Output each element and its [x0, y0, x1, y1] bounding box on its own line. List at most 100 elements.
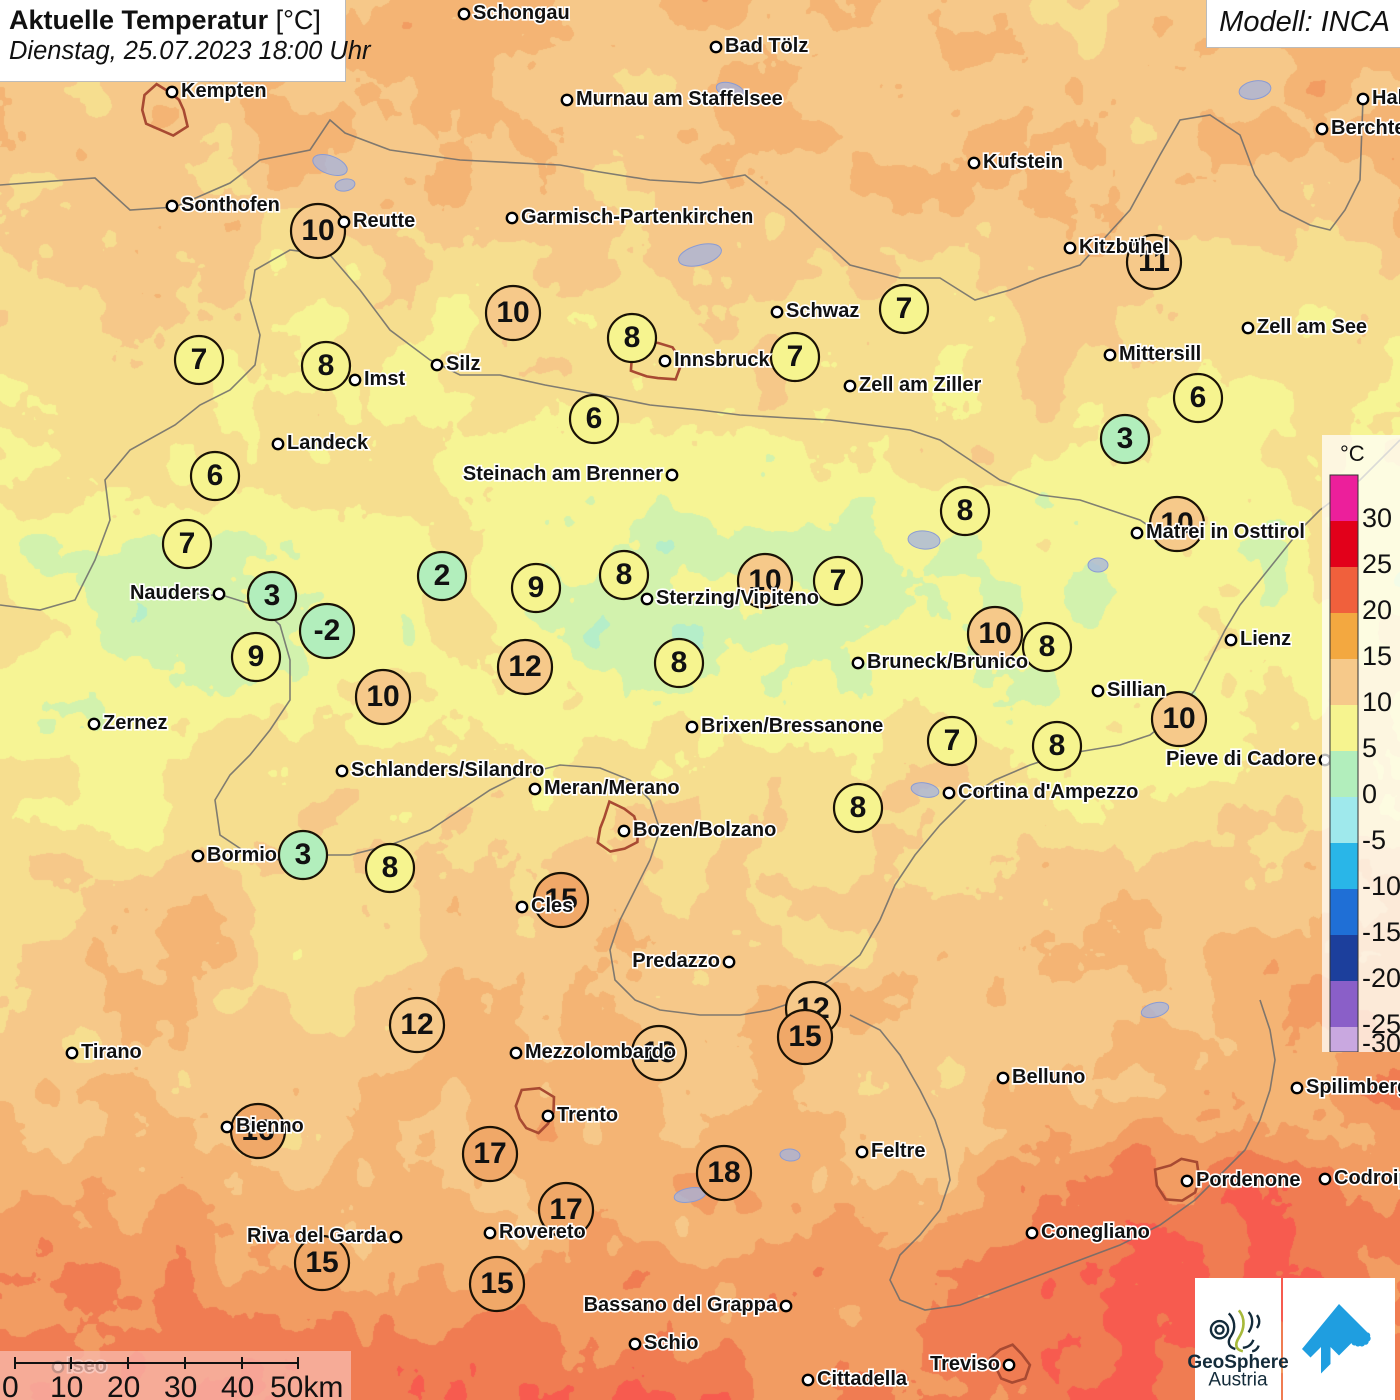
svg-text:3: 3	[295, 838, 312, 871]
svg-text:Schio: Schio	[644, 1332, 698, 1354]
svg-text:6: 6	[1190, 381, 1207, 414]
svg-text:Sillian: Sillian	[1107, 679, 1166, 701]
svg-text:Zell am Ziller: Zell am Ziller	[859, 374, 981, 396]
svg-text:17: 17	[473, 1137, 506, 1170]
svg-text:30: 30	[1362, 503, 1392, 533]
svg-text:7: 7	[944, 724, 961, 757]
svg-text:Murnau am Staffelsee: Murnau am Staffelsee	[576, 88, 783, 110]
svg-text:8: 8	[616, 558, 633, 591]
svg-text:Cittadella: Cittadella	[817, 1368, 908, 1390]
svg-text:10: 10	[496, 296, 529, 329]
svg-text:Brixen/Bressanone: Brixen/Bressanone	[701, 715, 883, 737]
svg-text:Bormio: Bormio	[207, 844, 277, 866]
svg-text:8: 8	[1039, 630, 1056, 663]
svg-text:Garmisch-Partenkirchen: Garmisch-Partenkirchen	[521, 206, 753, 228]
svg-text:Lienz: Lienz	[1240, 628, 1291, 650]
svg-text:Zell am See: Zell am See	[1257, 316, 1367, 338]
svg-text:8: 8	[1049, 729, 1066, 762]
svg-text:Schwaz: Schwaz	[786, 300, 859, 322]
svg-text:Kitzbühel: Kitzbühel	[1079, 236, 1169, 258]
svg-text:Matrei in Osttirol: Matrei in Osttirol	[1146, 521, 1305, 543]
svg-text:10: 10	[978, 617, 1011, 650]
svg-text:Nauders: Nauders	[130, 582, 210, 604]
svg-text:7: 7	[896, 292, 913, 325]
svg-text:Tirano: Tirano	[81, 1041, 142, 1063]
svg-text:8: 8	[957, 494, 974, 527]
svg-text:15: 15	[305, 1246, 338, 1279]
svg-text:Hallein: Hallein	[1372, 87, 1400, 109]
svg-text:-15: -15	[1362, 917, 1400, 947]
svg-text:9: 9	[528, 571, 545, 604]
svg-text:7: 7	[787, 340, 804, 373]
svg-text:0: 0	[1362, 779, 1377, 809]
svg-text:Cortina d'Ampezzo: Cortina d'Ampezzo	[958, 781, 1138, 803]
svg-text:Bad Tölz: Bad Tölz	[725, 35, 808, 57]
svg-text:Treviso: Treviso	[930, 1353, 1000, 1375]
svg-text:10: 10	[1362, 687, 1392, 717]
svg-text:Riva del Garda: Riva del Garda	[247, 1225, 388, 1247]
svg-text:7: 7	[191, 343, 208, 376]
svg-text:Conegliano: Conegliano	[1041, 1221, 1150, 1243]
svg-text:15: 15	[480, 1267, 513, 1300]
svg-text:30: 30	[164, 1371, 197, 1400]
svg-text:Bruneck/Brunico: Bruneck/Brunico	[867, 651, 1028, 673]
svg-text:Cles: Cles	[531, 895, 573, 917]
svg-text:20: 20	[107, 1371, 140, 1400]
svg-text:-30: -30	[1362, 1028, 1400, 1052]
svg-text:Sterzing/Vipiteno: Sterzing/Vipiteno	[656, 587, 819, 609]
svg-text:Predazzo: Predazzo	[632, 950, 720, 972]
svg-text:Meran/Merano: Meran/Merano	[544, 777, 680, 799]
svg-text:Landeck: Landeck	[287, 432, 369, 454]
svg-text:Mezzolombardo: Mezzolombardo	[525, 1041, 676, 1063]
svg-text:-2: -2	[314, 614, 341, 647]
svg-text:Schlanders/Silandro: Schlanders/Silandro	[351, 759, 544, 781]
svg-text:50km: 50km	[270, 1371, 343, 1400]
svg-text:10: 10	[50, 1371, 83, 1400]
svg-text:8: 8	[318, 349, 335, 382]
svg-text:Rovereto: Rovereto	[499, 1221, 586, 1243]
svg-text:10: 10	[1162, 702, 1195, 735]
svg-text:-20: -20	[1362, 963, 1400, 993]
svg-text:25: 25	[1362, 549, 1392, 579]
svg-text:Imst: Imst	[364, 368, 405, 390]
svg-text:2: 2	[434, 559, 451, 592]
svg-text:6: 6	[586, 402, 603, 435]
svg-text:Sonthofen: Sonthofen	[181, 194, 280, 216]
svg-text:Trento: Trento	[557, 1104, 618, 1126]
svg-text:10: 10	[366, 680, 399, 713]
svg-text:0: 0	[2, 1371, 19, 1400]
svg-text:5: 5	[1362, 733, 1377, 763]
svg-text:Pieve di Cadore: Pieve di Cadore	[1166, 748, 1316, 770]
svg-text:Innsbruck: Innsbruck	[674, 349, 770, 371]
svg-text:-10: -10	[1362, 871, 1400, 901]
svg-text:12: 12	[400, 1008, 433, 1041]
svg-text:15: 15	[788, 1020, 821, 1053]
svg-text:Berchtesgaden: Berchtesgaden	[1331, 117, 1400, 139]
svg-text:Bienno: Bienno	[236, 1115, 304, 1137]
svg-text:Bozen/Bolzano: Bozen/Bolzano	[633, 819, 776, 841]
svg-text:Pordenone: Pordenone	[1196, 1169, 1300, 1191]
svg-text:40: 40	[221, 1371, 254, 1400]
svg-text:8: 8	[850, 791, 867, 824]
svg-text:Zernez: Zernez	[103, 712, 167, 734]
svg-text:7: 7	[179, 527, 196, 560]
svg-text:Reutte: Reutte	[353, 210, 415, 232]
svg-text:Bassano del Grappa: Bassano del Grappa	[584, 1294, 778, 1316]
svg-text:Kufstein: Kufstein	[983, 151, 1063, 173]
svg-text:10: 10	[301, 214, 334, 247]
svg-text:6: 6	[207, 459, 224, 492]
svg-text:18: 18	[707, 1156, 740, 1189]
svg-text:-5: -5	[1362, 825, 1386, 855]
svg-text:Feltre: Feltre	[871, 1140, 925, 1162]
svg-text:15: 15	[1362, 641, 1392, 671]
svg-text:Mittersill: Mittersill	[1119, 343, 1201, 365]
svg-text:Kempten: Kempten	[181, 80, 267, 102]
svg-text:8: 8	[624, 321, 641, 354]
svg-text:Belluno: Belluno	[1012, 1066, 1085, 1088]
svg-text:7: 7	[830, 564, 847, 597]
svg-text:Spilimbergo: Spilimbergo	[1306, 1076, 1400, 1098]
svg-text:9: 9	[248, 640, 265, 673]
svg-text:Schongau: Schongau	[473, 2, 570, 24]
svg-text:12: 12	[508, 650, 541, 683]
svg-text:20: 20	[1362, 595, 1392, 625]
